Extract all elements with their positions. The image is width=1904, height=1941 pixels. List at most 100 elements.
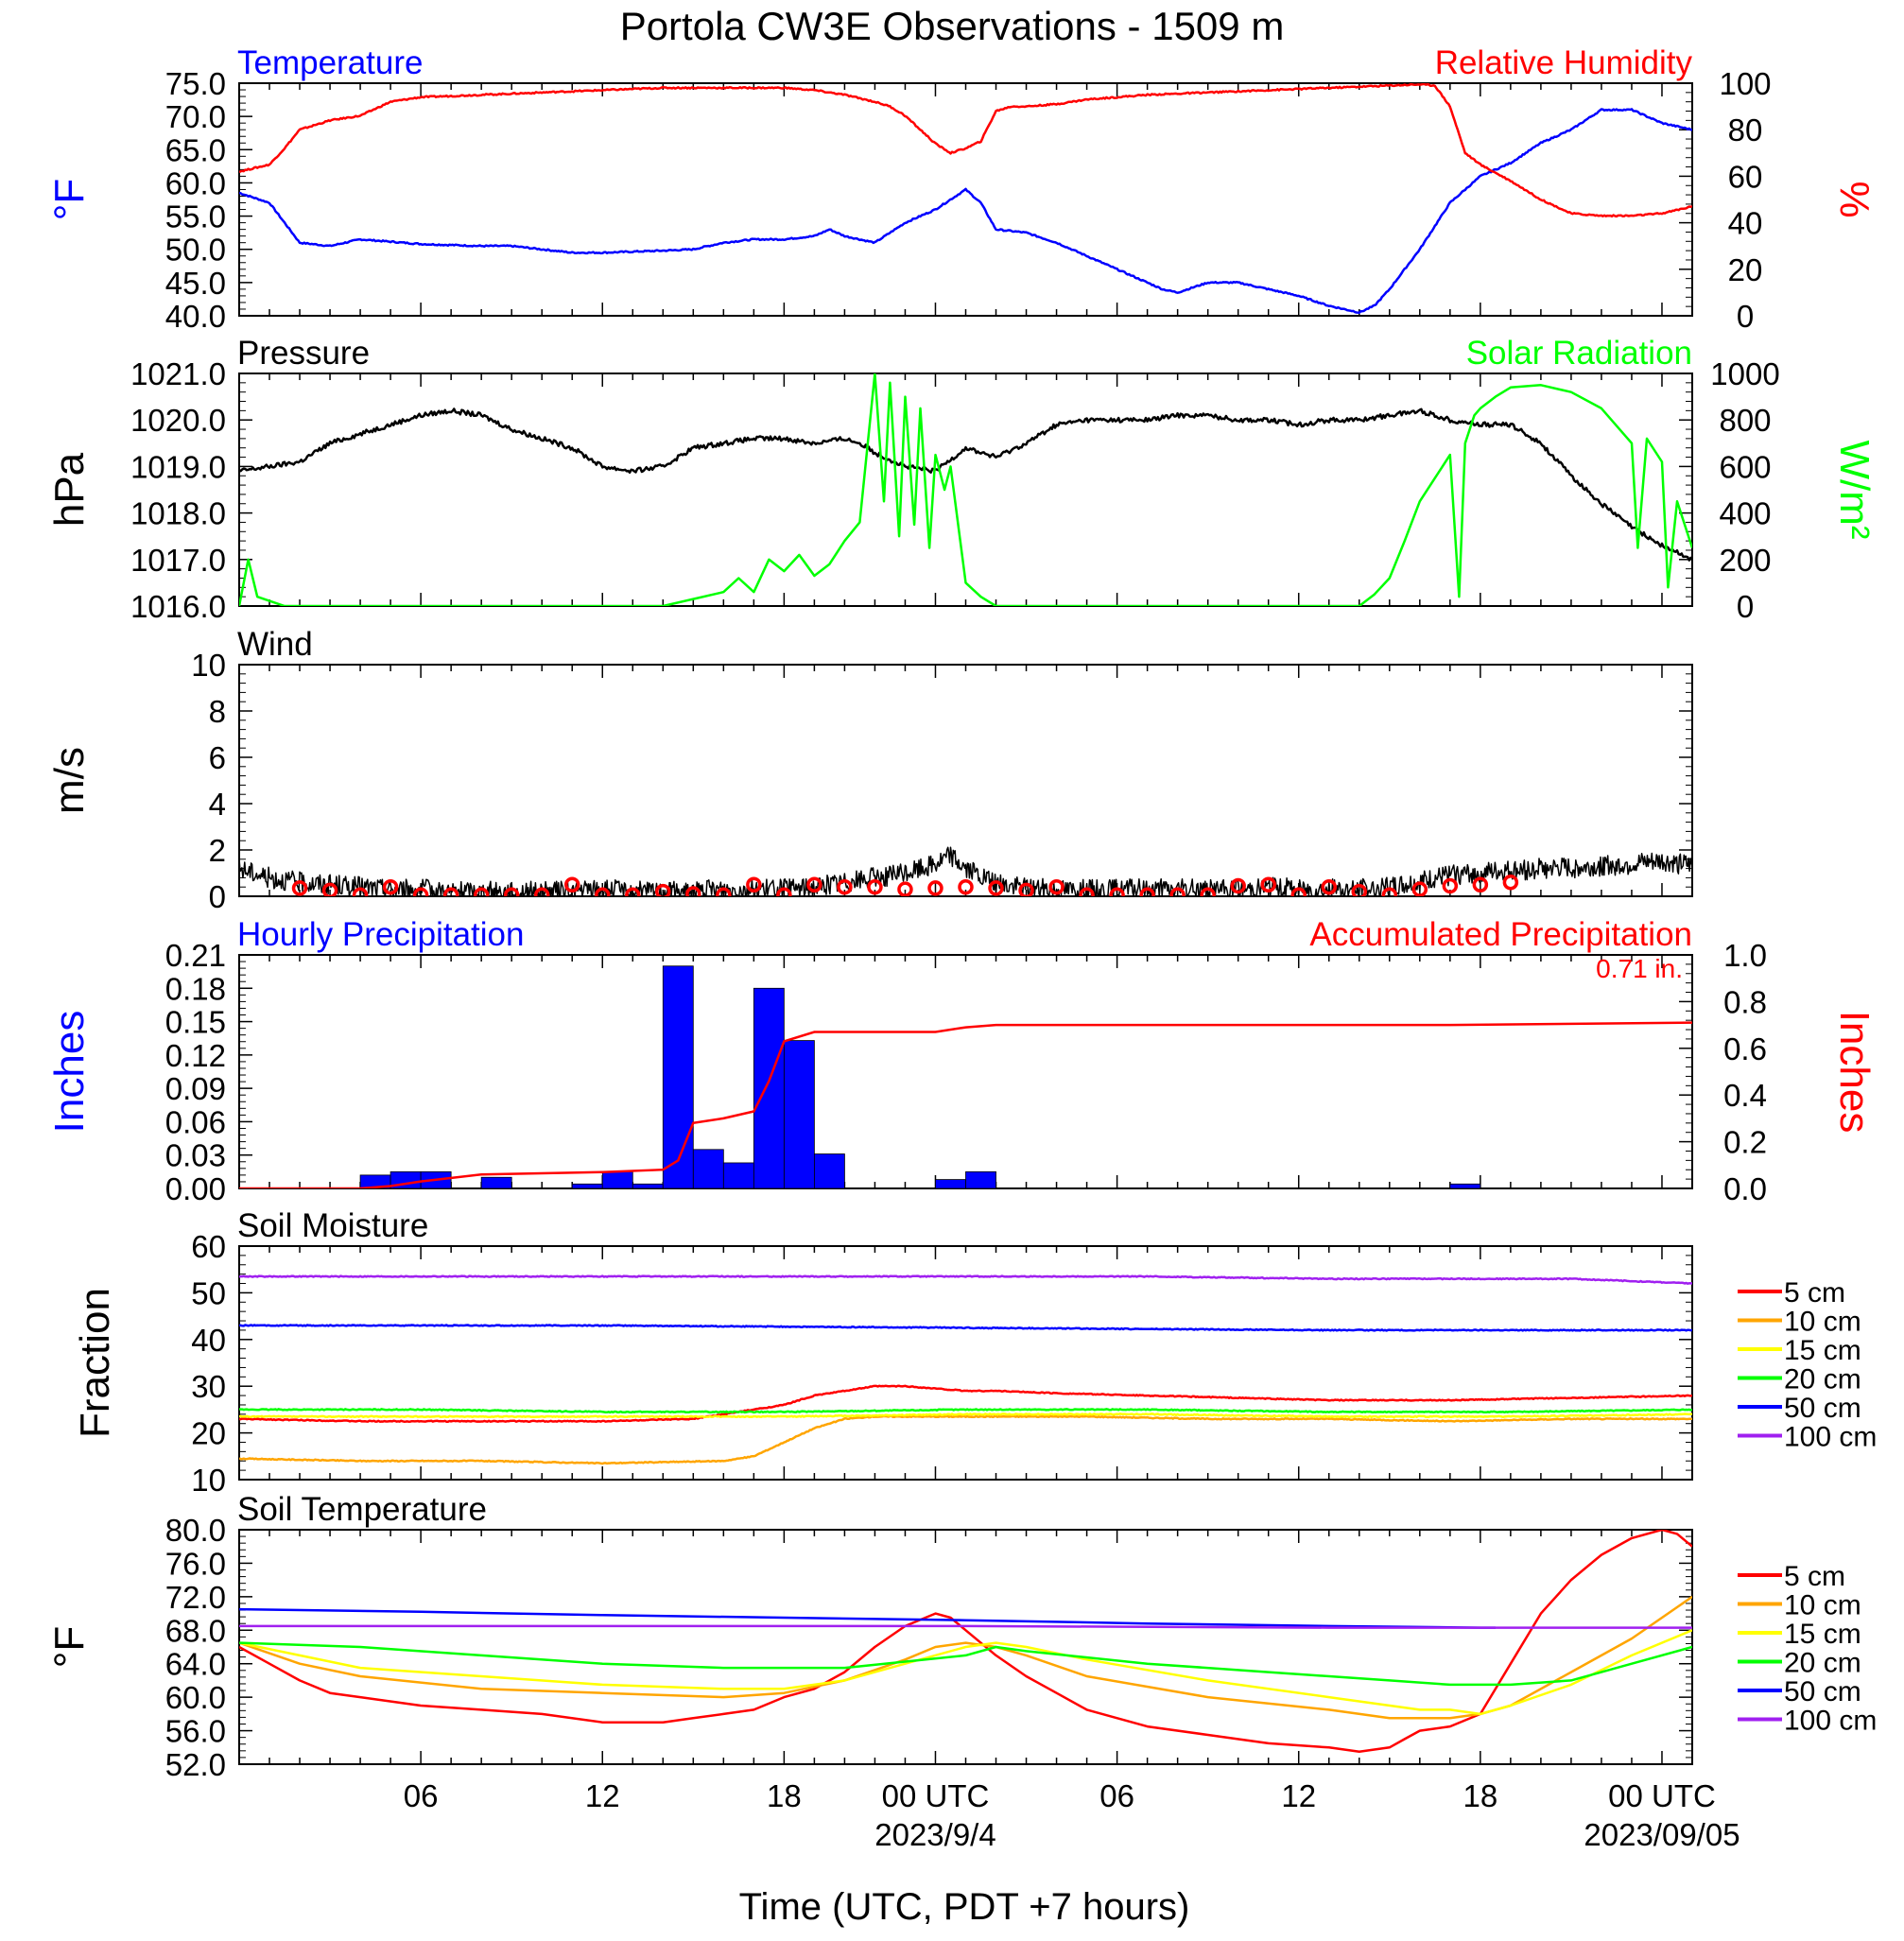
wind-hourly-marker xyxy=(685,886,701,896)
y2-axis-label: % xyxy=(1831,181,1878,217)
legend-label: 5 cm xyxy=(1784,1277,1845,1308)
wind-hourly-marker xyxy=(412,887,429,896)
wind-hourly-marker xyxy=(1442,877,1459,894)
y-tick-label: 40.0 xyxy=(165,299,226,334)
y-tick-label: 60.0 xyxy=(165,1680,226,1715)
wind-hourly-marker xyxy=(1048,878,1065,895)
plot-frame xyxy=(238,373,1693,607)
panel-wind: 0 2 4 6 8 10 Wind m/s xyxy=(46,626,1693,914)
wind-hourly-marker xyxy=(1321,878,1337,895)
y-tick-label: 1016.0 xyxy=(130,589,226,624)
wind-hourly-marker xyxy=(1079,887,1095,896)
y-tick-label: 72.0 xyxy=(165,1580,226,1615)
y-tick-label: 10 xyxy=(191,648,226,683)
series-line-15-cm xyxy=(239,1412,1692,1419)
y-tick-label: 55.0 xyxy=(165,199,226,234)
wind-hourly-marker xyxy=(625,887,641,896)
precip-bar xyxy=(571,1183,603,1188)
wind-hourly-marker xyxy=(1200,887,1216,896)
wind-hourly-marker xyxy=(1411,881,1428,896)
y-tick-label: 0.18 xyxy=(165,971,226,1006)
y-tick-label: 30 xyxy=(191,1369,226,1404)
y-tick-label: 60 xyxy=(191,1229,226,1264)
y2-tick-label: 20 xyxy=(1728,252,1763,287)
panel-right-title: Solar Radiation xyxy=(1466,335,1692,372)
series-line-right xyxy=(239,373,1692,606)
legend-label: 15 cm xyxy=(1784,1335,1861,1366)
y2-tick-label: 60 xyxy=(1728,159,1763,194)
precip-bar xyxy=(662,965,694,1188)
y-axis-label: °F xyxy=(46,1626,93,1668)
precip-bar xyxy=(935,1179,966,1188)
panel-precip: 0.000.030.060.090.120.150.180.21 0.0 0.2 0.… xyxy=(46,916,1878,1206)
y-tick-label: 52.0 xyxy=(165,1747,226,1782)
y-tick-label: 10 xyxy=(191,1463,226,1498)
wind-hourly-marker xyxy=(958,878,974,895)
y-tick-label: 64.0 xyxy=(165,1647,226,1682)
y-tick-label: 50.0 xyxy=(165,233,226,268)
x-tick-label: 00 UTC xyxy=(882,1778,990,1813)
y-tick-label: 80.0 xyxy=(165,1513,226,1548)
y2-tick-label: 400 xyxy=(1719,496,1771,531)
y2-tick-label: 0 xyxy=(1737,299,1754,334)
wind-hourly-marker xyxy=(291,880,308,896)
panel-right-title: Relative Humidity xyxy=(1435,44,1693,81)
y2-tick-label: 0.2 xyxy=(1723,1125,1767,1160)
plot-frame xyxy=(238,1245,1693,1481)
y2-tick-label: 100 xyxy=(1719,66,1771,101)
series-line-15-cm xyxy=(239,1629,1692,1716)
y-tick-label: 0.09 xyxy=(165,1071,226,1106)
plot-area xyxy=(239,846,1692,896)
wind-hourly-marker xyxy=(1290,887,1307,896)
y-tick-label: 1018.0 xyxy=(130,496,226,531)
y-tick-label: 68.0 xyxy=(165,1613,226,1648)
wind-hourly-marker xyxy=(442,887,459,896)
precip-bar xyxy=(722,1162,754,1188)
plot-area xyxy=(239,1530,1692,1753)
y-tick-label: 4 xyxy=(209,787,226,822)
y-tick-label: 50 xyxy=(191,1275,226,1310)
wind-hourly-marker xyxy=(776,887,792,896)
y-tick-label: 60.0 xyxy=(165,165,226,200)
plot-frame xyxy=(238,82,1693,317)
y-tick-label: 70.0 xyxy=(165,99,226,134)
wind-hourly-marker xyxy=(1472,876,1489,893)
y-axis-label: hPa xyxy=(46,452,93,527)
legend-label: 100 cm xyxy=(1784,1706,1877,1737)
wind-hourly-marker xyxy=(746,876,762,893)
wind-hourly-marker xyxy=(655,883,671,896)
y-tick-label: 20 xyxy=(191,1416,226,1451)
panels: 40.045.050.055.060.065.070.075.002040608… xyxy=(46,44,1878,1782)
y-axis-label: Inches xyxy=(46,1011,93,1134)
accum-precip-line xyxy=(239,1021,1692,1188)
series-line-10-cm xyxy=(239,1595,1692,1720)
wind-hourly-marker xyxy=(1260,876,1276,893)
series-line-5-cm xyxy=(239,1530,1692,1753)
y-tick-label: 6 xyxy=(209,740,226,775)
y2-tick-label: 40 xyxy=(1728,206,1763,241)
legend-label: 100 cm xyxy=(1784,1422,1877,1453)
legend-label: 20 cm xyxy=(1784,1648,1861,1679)
y2-tick-label: 1.0 xyxy=(1723,938,1767,973)
wind-hourly-marker xyxy=(1381,887,1398,896)
y2-tick-label: 200 xyxy=(1719,543,1771,578)
panel-left-title: Wind xyxy=(237,626,313,663)
wind-hourly-marker xyxy=(867,878,883,895)
y-tick-label: 1020.0 xyxy=(130,403,226,438)
y-axis-label: m/s xyxy=(46,747,93,814)
x-tick-label: 00 UTC xyxy=(1608,1778,1716,1813)
y-tick-label: 8 xyxy=(209,694,226,729)
wind-hourly-marker xyxy=(352,887,369,896)
legend-label: 20 cm xyxy=(1784,1364,1861,1395)
wind-hourly-marker xyxy=(595,887,611,896)
legend-label: 10 cm xyxy=(1784,1590,1861,1621)
precip-bar xyxy=(692,1149,724,1188)
y-tick-label: 0.15 xyxy=(165,1005,226,1040)
series-line-100-cm xyxy=(239,1624,1692,1629)
y-tick-label: 2 xyxy=(209,833,226,868)
precip-bar xyxy=(601,1170,633,1188)
y-tick-label: 40 xyxy=(191,1323,226,1358)
y-tick-label: 76.0 xyxy=(165,1546,226,1581)
panel-temp-rh: 40.045.050.055.060.065.070.075.0 0 20 40 60 8… xyxy=(46,44,1878,334)
x-tick-label: 12 xyxy=(585,1778,620,1813)
